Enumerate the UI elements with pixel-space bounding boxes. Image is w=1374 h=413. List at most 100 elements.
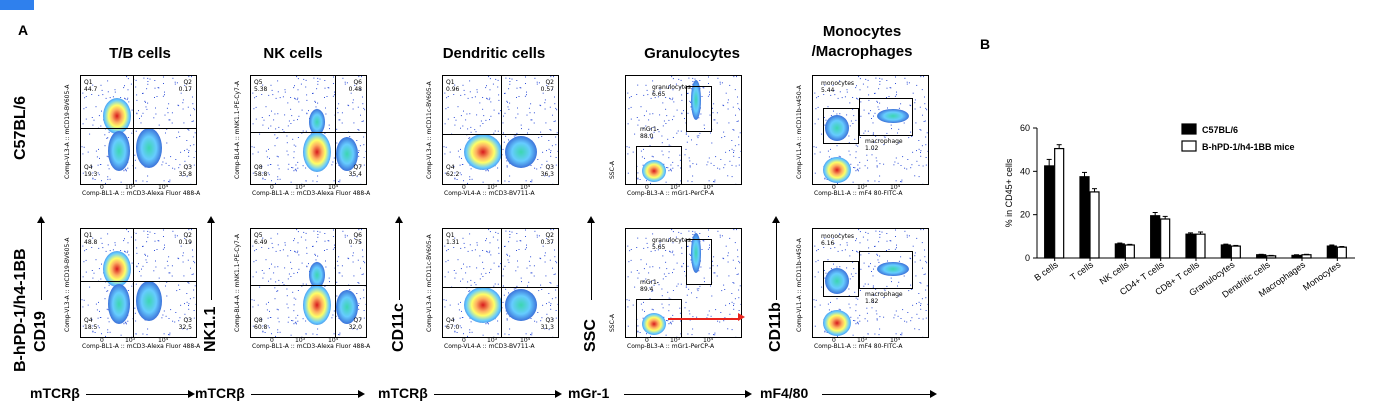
event-dot (257, 304, 259, 306)
event-dot (638, 272, 640, 274)
event-dot (500, 110, 501, 112)
event-dot (336, 142, 338, 144)
event-dot (509, 81, 511, 82)
event-dot (82, 245, 84, 247)
event-dot (178, 105, 180, 107)
event-dot (658, 131, 660, 133)
event-dot (901, 332, 903, 334)
quadrant-line (81, 128, 196, 129)
event-dot (282, 129, 284, 131)
event-dot (727, 252, 729, 254)
event-dot (714, 119, 716, 121)
event-dot (738, 260, 740, 262)
event-dot (923, 121, 925, 122)
event-dot (531, 179, 533, 181)
event-dot (262, 124, 264, 126)
event-dot (267, 325, 269, 327)
event-dot (286, 135, 288, 137)
event-dot (155, 113, 157, 115)
event-dot (630, 118, 632, 120)
event-dot (469, 233, 471, 235)
event-dot (833, 242, 835, 244)
event-dot (101, 89, 103, 91)
gate-value-line: Q3 (183, 164, 192, 171)
event-dot (284, 267, 286, 269)
x-marker: mGr-1 (568, 385, 610, 401)
gate-value-line: 0.75 (348, 239, 362, 246)
event-dot (863, 262, 865, 264)
density-population (303, 285, 331, 325)
event-dot (725, 151, 727, 153)
event-dot (850, 316, 852, 318)
event-dot (331, 317, 333, 319)
event-dot (195, 150, 196, 152)
event-dot (915, 275, 917, 277)
event-dot (135, 320, 137, 322)
event-dot (668, 240, 670, 242)
event-dot (147, 175, 149, 177)
event-dot (824, 84, 826, 86)
event-dot (165, 132, 166, 134)
event-dot (920, 152, 921, 153)
event-dot (646, 263, 647, 265)
event-dot (270, 237, 272, 239)
event-dot (666, 320, 668, 321)
event-dot (156, 96, 158, 97)
event-dot (444, 92, 446, 94)
event-dot (352, 261, 354, 263)
event-dot (839, 309, 841, 311)
event-dot (681, 112, 683, 114)
event-dot (287, 307, 289, 309)
event-dot (856, 97, 857, 99)
event-dot (548, 317, 550, 319)
event-dot (531, 272, 533, 274)
event-dot (184, 313, 186, 315)
event-dot (101, 110, 102, 112)
event-dot (515, 288, 517, 290)
event-dot (109, 331, 111, 333)
event-dot (100, 237, 102, 239)
column-title: Monocytes/Macrophages (782, 22, 942, 62)
event-dot (486, 250, 487, 252)
event-dot (471, 97, 473, 99)
event-dot (666, 268, 668, 270)
event-dot (549, 259, 551, 261)
event-dot (257, 151, 259, 153)
event-dot (344, 81, 346, 83)
event-dot (916, 313, 918, 315)
gate-value: Q4 62.2 (446, 164, 459, 178)
event-dot (497, 180, 499, 182)
event-dot (911, 317, 913, 319)
event-dot (694, 231, 696, 233)
event-dot (101, 180, 102, 182)
event-dot (692, 175, 694, 177)
event-dot (677, 130, 679, 132)
event-dot (651, 290, 653, 292)
event-dot (665, 97, 667, 98)
event-dot (305, 333, 307, 335)
event-dot (733, 150, 735, 152)
gate-value: monocytes 6.16 (821, 233, 854, 247)
event-dot (866, 154, 868, 156)
event-dot (511, 78, 513, 80)
event-dot (530, 165, 532, 166)
event-dot (98, 115, 100, 117)
event-dot (697, 137, 699, 139)
event-dot (823, 270, 825, 271)
event-dot (498, 113, 500, 115)
event-dot (727, 261, 729, 263)
event-dot (333, 310, 335, 312)
event-dot (628, 261, 630, 263)
event-dot (874, 265, 876, 267)
event-dot (717, 77, 719, 79)
event-dot (672, 320, 674, 322)
event-dot (537, 159, 539, 160)
event-dot (637, 177, 639, 179)
event-dot (740, 150, 741, 152)
event-dot (461, 317, 463, 318)
x-tick-label: 0 (270, 184, 274, 191)
event-dot (261, 94, 263, 95)
event-dot (665, 261, 667, 263)
event-dot (504, 265, 506, 267)
event-dot (923, 76, 924, 78)
